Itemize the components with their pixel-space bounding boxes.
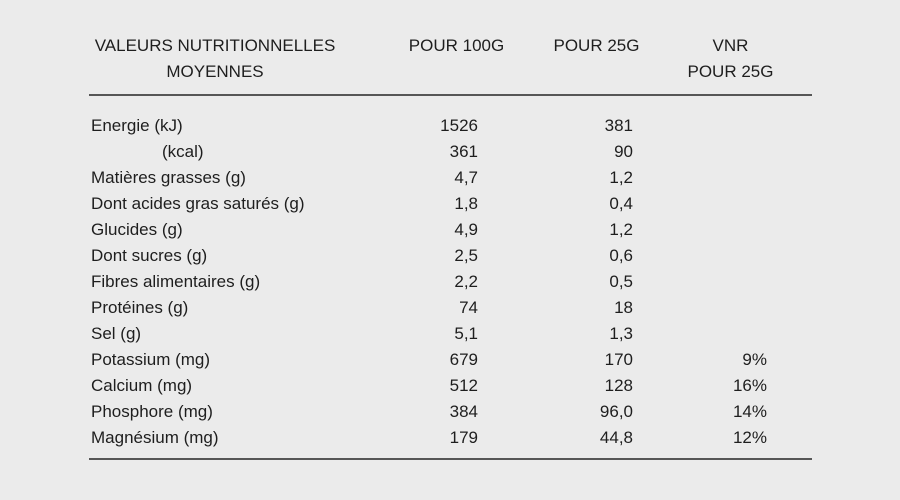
header-values-title-line1: VALEURS NUTRITIONNELLES	[94, 36, 336, 55]
header-values-title: VALEURS NUTRITIONNELLES MOYENNES	[89, 33, 369, 85]
header-vnr-line2: POUR 25G	[687, 62, 774, 81]
row-value-vnr	[649, 321, 812, 347]
row-label: Dont acides gras saturés (g)	[91, 194, 305, 213]
header-per-100g: POUR 100G	[408, 36, 505, 55]
row-value-vnr: 16%	[732, 376, 767, 395]
row-value-per-100g: 384	[449, 402, 478, 421]
header-values-title-line2: MOYENNES	[166, 62, 264, 81]
row-label: Dont sucres (g)	[91, 246, 208, 265]
row-value-per-25g: 128	[604, 376, 633, 395]
row-label: Sel (g)	[91, 324, 142, 343]
nutrition-table: VALEURS NUTRITIONNELLES MOYENNES POUR 10…	[89, 0, 812, 460]
row-label: Energie (kJ)	[91, 116, 183, 135]
table-header-row: VALEURS NUTRITIONNELLES MOYENNES POUR 10…	[89, 33, 812, 85]
row-value-vnr	[649, 269, 812, 295]
row-value-per-100g: 679	[449, 350, 478, 369]
row-label: (kcal)	[162, 142, 204, 161]
top-divider-line	[89, 94, 812, 96]
table-row: Magnésium (mg) 179 44,8 12%	[89, 425, 812, 451]
row-value-vnr	[649, 139, 812, 165]
row-value-vnr: 12%	[732, 428, 767, 447]
table-row: (kcal) 361 90	[89, 139, 812, 165]
row-value-per-100g: 1526	[440, 116, 478, 135]
header-vnr-line1: VNR	[712, 36, 749, 55]
row-label: Fibres alimentaires (g)	[91, 272, 261, 291]
row-value-vnr	[649, 243, 812, 269]
table-row: Dont sucres (g) 2,5 0,6	[89, 243, 812, 269]
row-value-per-100g: 361	[449, 142, 478, 161]
row-value-vnr: 9%	[742, 350, 767, 369]
table-row: Matières grasses (g) 4,7 1,2	[89, 165, 812, 191]
row-value-per-100g: 2,5	[454, 246, 478, 265]
row-label: Potassium (mg)	[91, 350, 211, 369]
row-label: Calcium (mg)	[91, 376, 193, 395]
row-value-per-100g: 4,9	[454, 220, 478, 239]
row-label: Magnésium (mg)	[91, 428, 219, 447]
row-value-per-25g: 0,6	[609, 246, 633, 265]
row-label: Glucides (g)	[91, 220, 183, 239]
row-value-vnr	[649, 165, 812, 191]
table-row: Energie (kJ) 1526 381	[89, 113, 812, 139]
row-label: Matières grasses (g)	[91, 168, 246, 187]
row-value-per-100g: 4,7	[454, 168, 478, 187]
row-value-per-25g: 0,5	[609, 272, 633, 291]
row-value-per-100g: 512	[449, 376, 478, 395]
row-value-per-25g: 1,2	[609, 220, 633, 239]
bottom-divider-line	[89, 458, 812, 460]
row-value-per-25g: 18	[614, 298, 633, 317]
row-value-per-100g: 1,8	[454, 194, 478, 213]
row-value-per-25g: 90	[614, 142, 633, 161]
row-value-per-100g: 179	[449, 428, 478, 447]
row-label: Phosphore (mg)	[91, 402, 213, 421]
row-value-per-25g: 44,8	[599, 428, 633, 447]
row-value-per-25g: 1,3	[609, 324, 633, 343]
row-value-per-25g: 96,0	[599, 402, 633, 421]
table-row: Phosphore (mg) 384 96,0 14%	[89, 399, 812, 425]
row-value-per-100g: 5,1	[454, 324, 478, 343]
header-vnr-per-25g: VNR POUR 25G	[649, 33, 812, 85]
table-row: Fibres alimentaires (g) 2,2 0,5	[89, 269, 812, 295]
table-row: Protéines (g) 74 18	[89, 295, 812, 321]
row-value-per-100g: 2,2	[454, 272, 478, 291]
row-value-per-25g: 1,2	[609, 168, 633, 187]
row-value-per-100g: 74	[459, 298, 478, 317]
row-value-vnr	[649, 295, 812, 321]
row-value-vnr: 14%	[732, 402, 767, 421]
table-row: Sel (g) 5,1 1,3	[89, 321, 812, 347]
row-value-vnr	[649, 113, 812, 139]
table-body: Energie (kJ) 1526 381 (kcal) 361 90 Mati…	[89, 113, 812, 451]
row-value-per-25g: 0,4	[609, 194, 633, 213]
row-value-per-25g: 170	[604, 350, 633, 369]
row-label: Protéines (g)	[91, 298, 189, 317]
table-row: Calcium (mg) 512 128 16%	[89, 373, 812, 399]
row-value-vnr	[649, 217, 812, 243]
header-per-25g: POUR 25G	[553, 36, 640, 55]
row-value-per-25g: 381	[604, 116, 633, 135]
table-row: Potassium (mg) 679 170 9%	[89, 347, 812, 373]
table-row: Glucides (g) 4,9 1,2	[89, 217, 812, 243]
table-row: Dont acides gras saturés (g) 1,8 0,4	[89, 191, 812, 217]
row-value-vnr	[649, 191, 812, 217]
